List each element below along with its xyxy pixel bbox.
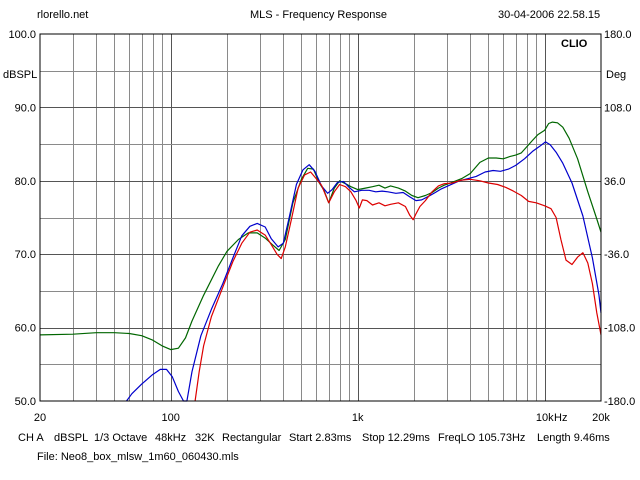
- plot-frame: [39, 33, 602, 402]
- timestamp: 30-04-2006 22.58.15: [498, 9, 601, 21]
- unit-label: dBSPL: [54, 432, 89, 444]
- smoothing-label: 1/3 Octave: [94, 432, 148, 444]
- x-tick-label: 10k: [536, 412, 554, 424]
- stop-time-label: Stop 12.29ms: [362, 432, 430, 444]
- y2-tick-label: -36.0: [604, 249, 629, 261]
- fft-size-label: 32K: [195, 432, 215, 444]
- tick-labels: 50.0 60.0 70.0 80.0 90.0 100.0 -180.0 -108.0 -36…: [8, 29, 635, 424]
- footer-settings: CH A dBSPL 1/3 Octave 48kHz 32K Rectangu…: [0, 432, 640, 446]
- series-line-2: [126, 141, 602, 402]
- y2-axis-unit: Deg: [606, 69, 627, 81]
- y-tick-label: 90.0: [15, 102, 36, 114]
- header-site-label: rlorello.net: [37, 9, 89, 21]
- x-tick-label: 1k: [352, 412, 364, 424]
- y-axis-unit: dBSPL: [3, 69, 38, 81]
- start-time-label: Start 2.83ms: [289, 432, 352, 444]
- x-axis-unit: Hz: [554, 412, 568, 424]
- y2-tick-label: 180.0: [604, 29, 632, 41]
- x-tick-label: 100: [162, 412, 180, 424]
- series-line-3: [194, 171, 602, 402]
- channel-label: CH A: [18, 432, 44, 444]
- plot-area: [40, 34, 601, 401]
- x-tick-label: 20k: [592, 412, 610, 424]
- y-tick-label: 60.0: [15, 323, 36, 335]
- y-tick-label: 50.0: [15, 396, 36, 408]
- y2-tick-label: -180.0: [604, 396, 635, 408]
- chart-title: MLS - Frequency Response: [250, 9, 387, 21]
- file-name-label: File: Neo8_box_mlsw_1m60_060430.mls: [37, 451, 239, 463]
- sample-rate-label: 48kHz: [155, 432, 187, 444]
- y-tick-label: 80.0: [15, 176, 36, 188]
- y2-tick-label: 108.0: [604, 102, 632, 114]
- y2-tick-label: 36.0: [604, 176, 625, 188]
- grid: [40, 34, 601, 401]
- x-tick-label: 20: [34, 412, 46, 424]
- y-tick-label: 70.0: [15, 249, 36, 261]
- length-label: Length 9.46ms: [537, 432, 610, 444]
- brand-label: CLIO: [561, 38, 588, 50]
- y-tick-label: 100.0: [8, 29, 36, 41]
- y2-tick-label: -108.0: [604, 323, 635, 335]
- series-line-1: [39, 121, 602, 351]
- freq-lo-label: FreqLO 105.73Hz: [438, 432, 526, 444]
- series-group: [39, 121, 602, 402]
- window-label: Rectangular: [222, 432, 282, 444]
